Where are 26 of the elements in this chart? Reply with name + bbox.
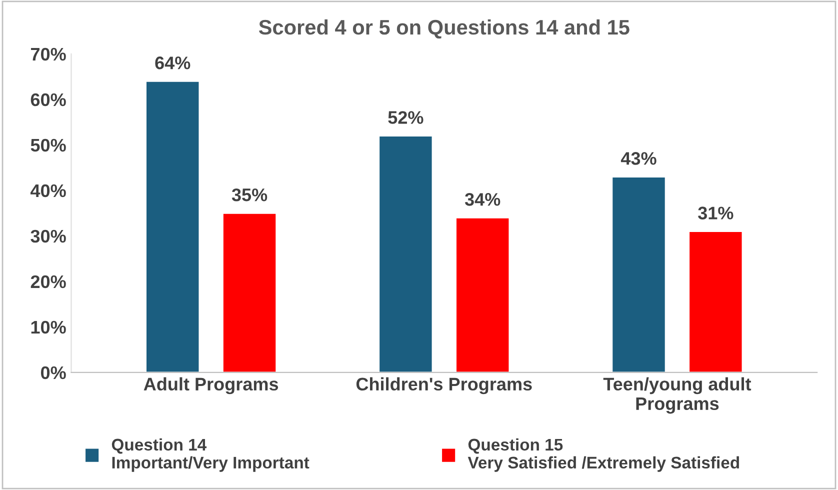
bar [378, 135, 434, 372]
data-label: 64% [155, 56, 190, 70]
data-label: 35% [232, 188, 268, 202]
x-tick-label: Adult Programs [144, 377, 278, 394]
legend-label: Question 15 Very Satisfied /Extremely Satisfied [468, 438, 739, 472]
data-label: 31% [698, 206, 734, 220]
data-label: 34% [464, 193, 500, 206]
bar [611, 176, 666, 372]
data-label: 52% [388, 111, 424, 124]
y-tick-label: 20% [30, 275, 66, 288]
y-tick-label: 10% [31, 320, 66, 334]
x-tick-label: Teen/young adult Programs [603, 377, 752, 414]
x-tick-label: Children's Programs [356, 377, 532, 394]
bar [455, 217, 510, 372]
bar [145, 80, 200, 372]
y-tick-label: 50% [30, 138, 66, 152]
bar [688, 230, 744, 372]
bar [222, 212, 278, 372]
chart-title: Scored 4 or 5 on Questions 14 and 15 [258, 19, 630, 39]
legend-label: Question 14 Important/Very Important [112, 438, 310, 472]
y-tick-label: 70% [31, 48, 66, 61]
y-tick-label: 60% [30, 93, 66, 106]
y-tick-label: 40% [30, 184, 66, 198]
data-label: 43% [620, 152, 656, 165]
y-tick-label: 30% [30, 230, 66, 243]
y-tick-label: 0% [40, 366, 66, 380]
